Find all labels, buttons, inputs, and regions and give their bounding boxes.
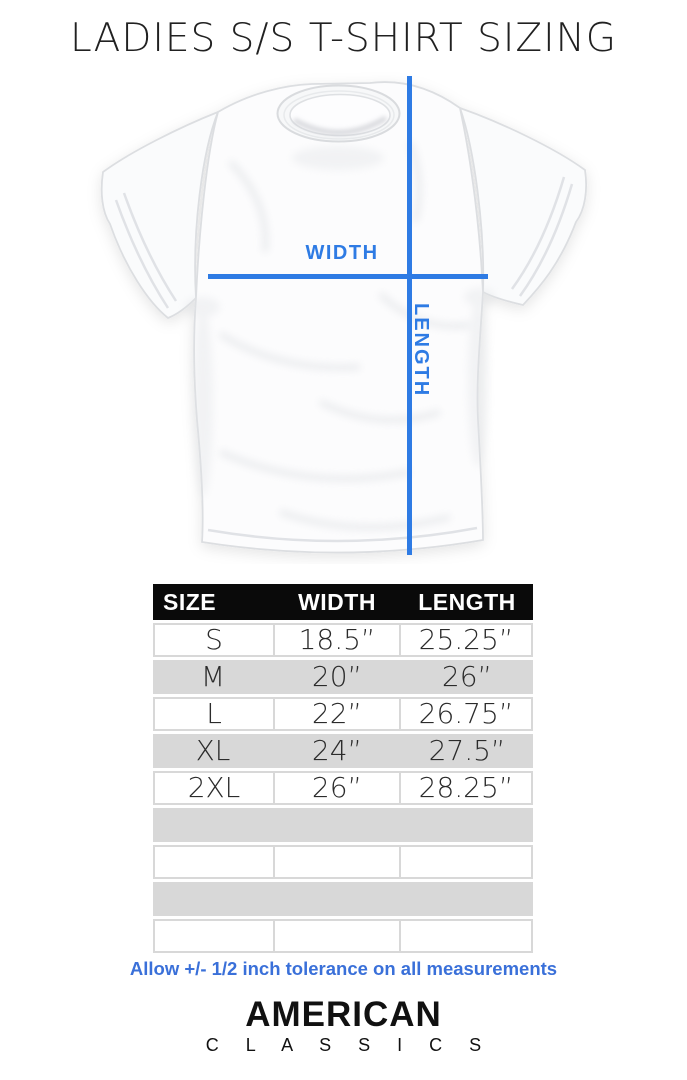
brand-american: AMERICAN: [245, 995, 442, 1034]
width-cell: 24”: [273, 734, 401, 768]
size-cell: 2XL: [153, 771, 273, 805]
width-cell: 26”: [273, 771, 401, 805]
width-cell: 20”: [273, 660, 401, 694]
table-row-xl: XL 24” 27.5”: [153, 734, 533, 768]
size-cell: L: [153, 697, 273, 731]
empty-row: [153, 845, 533, 879]
empty-row: [153, 882, 533, 916]
width-label: WIDTH: [305, 242, 379, 264]
length-cell: 25.25”: [401, 623, 533, 657]
length-cell: 27.5”: [401, 734, 533, 768]
tshirt-figure: WIDTH LENGTH: [100, 76, 588, 555]
table-row-s: S 18.5” 25.25”: [153, 623, 533, 657]
brand-classics: C L A S S I C S: [205, 1035, 493, 1055]
column-header-size: SIZE: [153, 584, 273, 620]
table-row-l: L 22” 26.75”: [153, 697, 533, 731]
empty-row: [153, 808, 533, 842]
table-row-m: M 20” 26”: [153, 660, 533, 694]
size-cell: S: [153, 623, 273, 657]
length-cell: 26”: [401, 660, 533, 694]
size-chart-table: SIZE WIDTH LENGTH S 18.5” 25.25” M 20” 2…: [153, 581, 533, 956]
tshirt-image: [100, 81, 588, 554]
width-measure-line: [208, 274, 488, 279]
length-label: LENGTH: [410, 303, 432, 398]
length-cell: 26.75”: [401, 697, 533, 731]
empty-row: [153, 919, 533, 953]
length-cell: 28.25”: [401, 771, 533, 805]
size-cell: M: [153, 660, 273, 694]
table-row-2xl: 2XL 26” 28.25”: [153, 771, 533, 805]
length-measure-line: [407, 76, 412, 555]
tolerance-note: Allow +/- 1/2 inch tolerance on all meas…: [129, 958, 558, 979]
page-title: LADIES S/S T-SHIRT SIZING: [70, 16, 617, 61]
width-cell: 22”: [273, 697, 401, 731]
column-header-length: LENGTH: [401, 584, 533, 620]
table-header-row: SIZE WIDTH LENGTH: [153, 584, 533, 620]
brand-logo: AMERICAN C L A S S I C S: [0, 997, 687, 1054]
size-cell: XL: [153, 734, 273, 768]
width-cell: 18.5”: [273, 623, 401, 657]
column-header-width: WIDTH: [273, 584, 401, 620]
